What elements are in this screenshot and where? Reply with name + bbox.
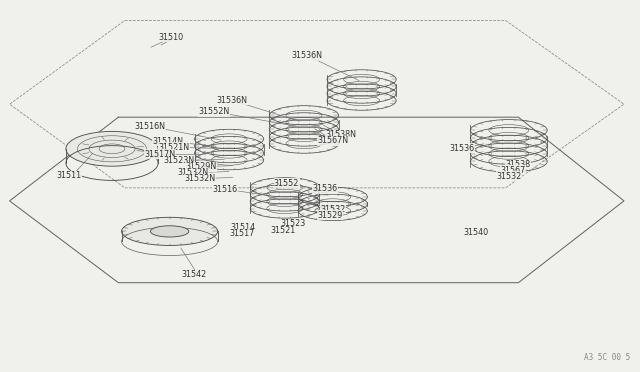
Text: 31516: 31516 (212, 185, 237, 194)
Text: 31514: 31514 (230, 223, 255, 232)
Ellipse shape (150, 226, 189, 237)
Text: 31536: 31536 (312, 185, 337, 193)
Text: 31521N: 31521N (159, 143, 190, 152)
Text: 31532: 31532 (497, 172, 522, 181)
Ellipse shape (122, 217, 218, 246)
Text: 31536: 31536 (449, 144, 474, 153)
Text: 31552: 31552 (274, 179, 300, 187)
Text: 31514N: 31514N (152, 137, 183, 146)
Text: 31511: 31511 (56, 171, 81, 180)
Text: 31523: 31523 (280, 219, 305, 228)
Text: 31532: 31532 (320, 205, 345, 214)
Text: 31536N: 31536N (292, 51, 323, 60)
Text: 31517: 31517 (229, 229, 254, 238)
Text: A3 5C 00 5: A3 5C 00 5 (584, 353, 630, 362)
Text: 31538: 31538 (506, 160, 531, 169)
Text: 31567: 31567 (500, 166, 525, 175)
Text: 31517N: 31517N (144, 150, 175, 159)
Text: 31552N: 31552N (198, 107, 230, 116)
Text: 31529: 31529 (317, 211, 343, 219)
Text: 31521: 31521 (270, 226, 295, 235)
Text: 31567N: 31567N (317, 136, 349, 145)
Ellipse shape (66, 131, 158, 166)
Text: 31536N: 31536N (216, 96, 247, 105)
Text: 31542: 31542 (182, 270, 207, 279)
Text: 31538N: 31538N (325, 130, 356, 139)
Text: 31532N: 31532N (178, 168, 209, 177)
Text: 31532N: 31532N (184, 174, 216, 183)
Text: 31510: 31510 (159, 33, 184, 42)
Text: 31540: 31540 (463, 228, 488, 237)
Text: 31523N: 31523N (164, 156, 195, 165)
Text: 31516N: 31516N (134, 122, 165, 131)
Text: 31529N: 31529N (186, 162, 217, 171)
